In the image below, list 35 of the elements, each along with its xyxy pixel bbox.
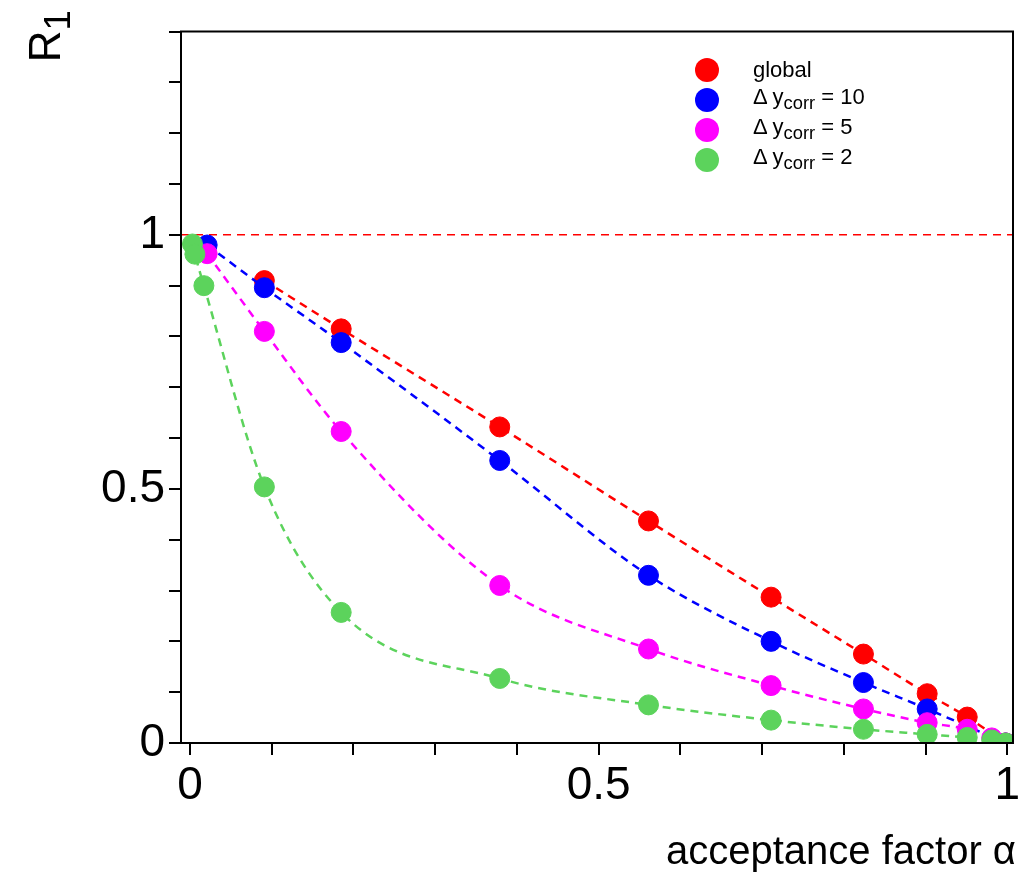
point xyxy=(489,449,511,471)
point xyxy=(760,586,782,608)
point xyxy=(760,675,782,697)
point xyxy=(637,564,659,586)
point xyxy=(852,643,874,665)
point xyxy=(916,723,938,743)
point xyxy=(637,694,659,716)
x-tick-label: 0.5 xyxy=(566,757,631,810)
point xyxy=(852,718,874,740)
y-tick-label: 1 xyxy=(139,205,165,258)
legend-label: Δ y$_{corr}$ = 5 xyxy=(753,113,853,144)
y-tick-label: 0 xyxy=(139,713,165,766)
point xyxy=(489,667,511,689)
x-axis-title: acceptance factor α xyxy=(666,828,1016,873)
point xyxy=(760,709,782,731)
point xyxy=(253,476,275,498)
point xyxy=(253,320,275,342)
x-tick-label: 0 xyxy=(177,757,203,810)
point xyxy=(330,332,352,354)
point xyxy=(489,416,511,438)
legend-label: Δ y$_{corr}$ = 2 xyxy=(753,142,853,176)
point xyxy=(852,698,874,720)
point xyxy=(330,601,352,623)
legend-label: Δ y$_{corr}$ = 10 xyxy=(753,83,865,114)
point xyxy=(637,510,659,532)
point xyxy=(253,277,275,299)
point xyxy=(193,275,215,297)
point xyxy=(852,672,874,694)
legend-label: global xyxy=(753,56,812,84)
point xyxy=(330,421,352,443)
point xyxy=(760,630,782,652)
x-tick-label: 1 xyxy=(994,757,1021,810)
point xyxy=(489,574,511,596)
y-tick-label: 0.5 xyxy=(101,459,165,512)
point xyxy=(637,638,659,660)
